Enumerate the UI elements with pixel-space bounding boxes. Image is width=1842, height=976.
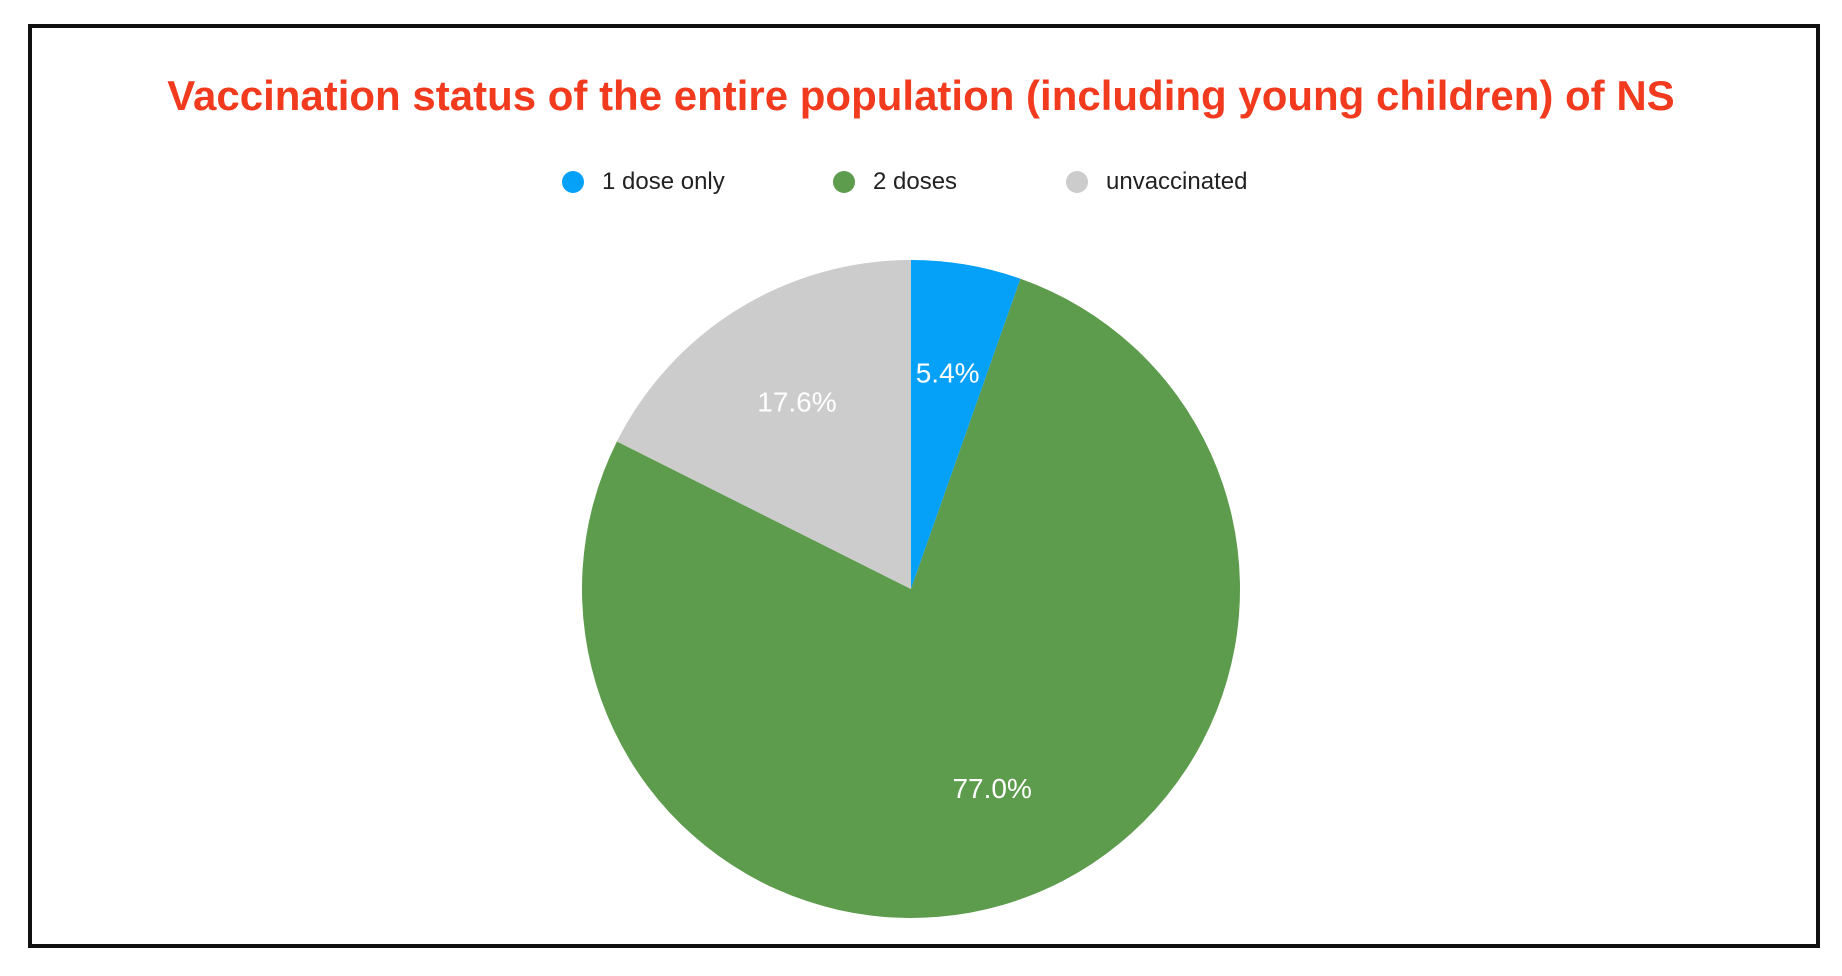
pie-label-unvaccinated: 17.6% <box>757 387 836 418</box>
pie-slice-2-doses <box>581 278 1240 918</box>
legend-item-2-doses: 2 doses <box>833 167 957 197</box>
legend-swatch-1-dose-only <box>562 171 584 193</box>
legend-label-1-dose-only: 1 dose only <box>602 168 725 195</box>
legend-label-unvaccinated: unvaccinated <box>1106 168 1248 195</box>
legend-item-1-dose-only: 1 dose only <box>562 167 725 197</box>
pie-label-2-doses: 77.0% <box>952 773 1031 804</box>
legend-item-unvaccinated: unvaccinated <box>1066 167 1247 197</box>
legend-swatch-unvaccinated <box>1066 171 1088 193</box>
chart-legend: 1 dose only 2 doses unvaccinated <box>0 167 1842 197</box>
legend-swatch-2-doses <box>833 171 855 193</box>
pie-slice-unvaccinated <box>616 260 911 589</box>
chart-title: Vaccination status of the entire populat… <box>167 72 1675 119</box>
pie-label-1-dose-only: 5.4% <box>916 357 980 388</box>
pie-slice-1-dose-only <box>911 260 1021 589</box>
legend-label-2-doses: 2 doses <box>873 168 958 195</box>
